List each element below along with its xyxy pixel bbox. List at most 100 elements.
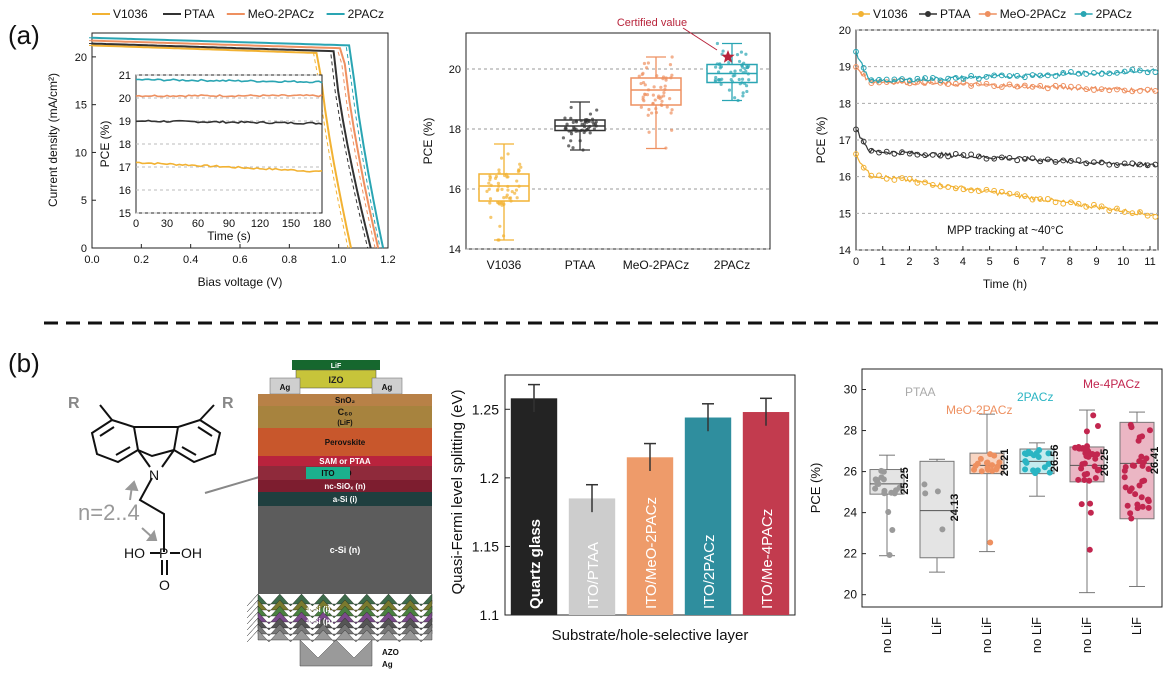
- pce-point: [669, 76, 673, 80]
- mpp-marker-2PACz: [952, 74, 959, 81]
- lif-xtick-label: LiF: [929, 617, 944, 635]
- stack-label-asi-p: a-Si (p): [306, 617, 333, 626]
- stack-layer-6: [258, 492, 432, 506]
- pce-point: [716, 70, 721, 74]
- pce-point: [497, 168, 501, 172]
- lif-group-label-2PACz: 2PACz: [1017, 390, 1053, 404]
- pce-point: [590, 117, 595, 121]
- mpp-marker-V1036: [991, 187, 998, 194]
- mpp-marker-2PACz: [937, 77, 944, 84]
- pce-point: [741, 70, 745, 75]
- mpp-xtick-label: 1: [880, 256, 886, 268]
- lif-point: [1132, 491, 1139, 498]
- jv-inset-ytick-label: 16: [119, 185, 131, 197]
- mpp-legend: V1036 PTAA MeO-2PACz 2PACz: [852, 7, 1132, 21]
- mpp-marker-MeO-2PACz: [1091, 87, 1097, 93]
- lif-point: [1022, 466, 1029, 473]
- lif-point: [1134, 505, 1141, 512]
- mpp-marker-MeO-2PACz: [1029, 83, 1036, 90]
- pce-point: [579, 128, 583, 133]
- pce-point: [497, 171, 501, 175]
- mpp-marker-PTAA: [1029, 155, 1036, 162]
- mpp-marker-MeO-2PACz: [983, 80, 990, 87]
- lif-point: [1094, 422, 1101, 429]
- mpp-marker-PTAA: [1129, 160, 1136, 167]
- mpp-marker-V1036: [1029, 196, 1036, 203]
- pce-point: [499, 200, 503, 204]
- lif-point: [1046, 469, 1053, 476]
- stack-layer-label: (LiF): [337, 420, 352, 427]
- stack-textured-layer-6: [246, 629, 433, 643]
- pce-point: [641, 71, 645, 75]
- lif-point: [889, 527, 896, 534]
- pce-point: [654, 107, 658, 111]
- lif-point: [1139, 503, 1146, 510]
- stack-layer-label: c-Si (n): [330, 545, 361, 555]
- pce-point: [569, 105, 573, 110]
- mpp-marker-2PACz: [945, 75, 952, 82]
- stack-layer-label: C₆₀: [338, 407, 353, 417]
- pce-point: [497, 184, 501, 188]
- pce-point: [496, 181, 501, 185]
- carbazole-molecule-diagram: [90, 404, 222, 575]
- pce-point: [583, 119, 588, 123]
- mpp-marker-PTAA: [945, 153, 952, 160]
- qfls-xlabel: Substrate/hole-selective layer: [552, 627, 749, 644]
- jv-xtick-label: 0.0: [84, 254, 99, 266]
- pce-point: [496, 238, 500, 242]
- pce-point: [591, 120, 595, 124]
- chain-length-arrows: [124, 480, 158, 541]
- mpp-marker-MeO-2PACz: [952, 80, 959, 87]
- pce-point: [514, 188, 519, 192]
- lif-point: [1138, 494, 1145, 501]
- stack-layer-7: [258, 506, 432, 594]
- pce-point: [487, 181, 491, 185]
- pce-xtick-label: PTAA: [565, 258, 595, 272]
- jv-ytick-label: 0: [81, 243, 87, 255]
- pce-point: [493, 176, 498, 181]
- mpp-marker-V1036: [968, 187, 975, 194]
- mpp-marker-MeO-2PACz: [1075, 84, 1082, 90]
- mpp-legend-marker-2PACz: [1080, 11, 1087, 17]
- pce-point: [739, 50, 744, 54]
- pce-point: [670, 108, 674, 112]
- mpp-marker-V1036: [1083, 203, 1090, 210]
- mpp-marker-MeO-2PACz: [1052, 82, 1059, 89]
- pce-xtick-label: MeO-2PACz: [623, 258, 689, 272]
- pce-point: [595, 108, 599, 112]
- pce-point: [643, 92, 647, 97]
- pce-point: [719, 82, 723, 86]
- mpp-legend-label-2PACz: 2PACz: [1096, 7, 1132, 21]
- mpp-marker-PTAA: [960, 152, 967, 158]
- mpp-marker-V1036: [891, 177, 898, 183]
- pce-point: [651, 93, 655, 97]
- pce-point: [662, 94, 666, 98]
- mpp-xtick-label: 6: [1013, 256, 1019, 268]
- pce-point: [517, 184, 521, 188]
- qfls-ytick-label: 1.1: [480, 607, 500, 623]
- jv-inset-xtick-label: 60: [192, 218, 204, 230]
- lif-point: [1086, 546, 1093, 553]
- mpp-marker-PTAA: [983, 155, 990, 162]
- lif-median-label: 26.21: [999, 449, 1011, 477]
- mpp-marker-V1036: [1091, 201, 1097, 208]
- pce-point: [587, 118, 591, 123]
- mpp-marker-V1036: [952, 185, 959, 192]
- jv-xtick-label: 1.2: [380, 254, 395, 266]
- pce-xtick-label: V1036: [487, 258, 522, 272]
- mpp-ytick-label: 14: [839, 245, 851, 257]
- stack-layer-5: [258, 480, 432, 492]
- pce-point: [569, 132, 574, 136]
- lif-point: [989, 467, 996, 474]
- mpp-marker-2PACz: [960, 76, 967, 82]
- pce-ytick-label: 16: [449, 184, 461, 196]
- mpp-marker-2PACz: [991, 72, 998, 79]
- mpp-marker-V1036: [960, 186, 967, 193]
- mpp-marker-V1036: [1068, 199, 1074, 206]
- pce-point: [736, 98, 740, 103]
- mpp-marker-V1036: [1052, 199, 1059, 206]
- mpp-marker-V1036: [1129, 210, 1136, 217]
- pce-point: [581, 148, 585, 152]
- lif-point: [880, 468, 887, 475]
